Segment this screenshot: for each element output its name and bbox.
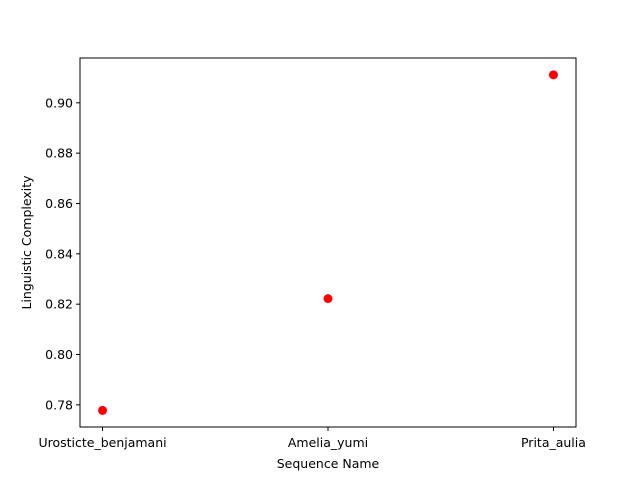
y-tick-label: 0.84	[45, 246, 73, 261]
data-points	[98, 70, 558, 415]
y-tick-label: 0.78	[45, 397, 73, 412]
plot-area	[80, 58, 576, 427]
y-tick-label: 0.82	[45, 297, 73, 312]
x-tick-label: Amelia_yumi	[288, 435, 368, 450]
y-axis: 0.78 0.80 0.82 0.84 0.86 0.88 0.90	[45, 95, 80, 412]
y-tick-label: 0.88	[45, 146, 73, 161]
y-tick-label: 0.80	[45, 347, 73, 362]
y-tick-label: 0.90	[45, 95, 73, 110]
y-tick-label: 0.86	[45, 196, 73, 211]
data-point	[98, 405, 108, 415]
x-axis-label: Sequence Name	[277, 456, 380, 471]
y-axis-label: Linguistic Complexity	[19, 175, 34, 310]
data-point	[323, 294, 333, 304]
data-point	[548, 70, 558, 80]
x-tick-label: Urosticte_benjamani	[38, 435, 166, 450]
plot-frame	[79, 57, 577, 428]
x-axis: Urosticte_benjamani Amelia_yumi Prita_auli…	[38, 427, 586, 450]
x-tick-label: Prita_aulia	[521, 435, 586, 450]
